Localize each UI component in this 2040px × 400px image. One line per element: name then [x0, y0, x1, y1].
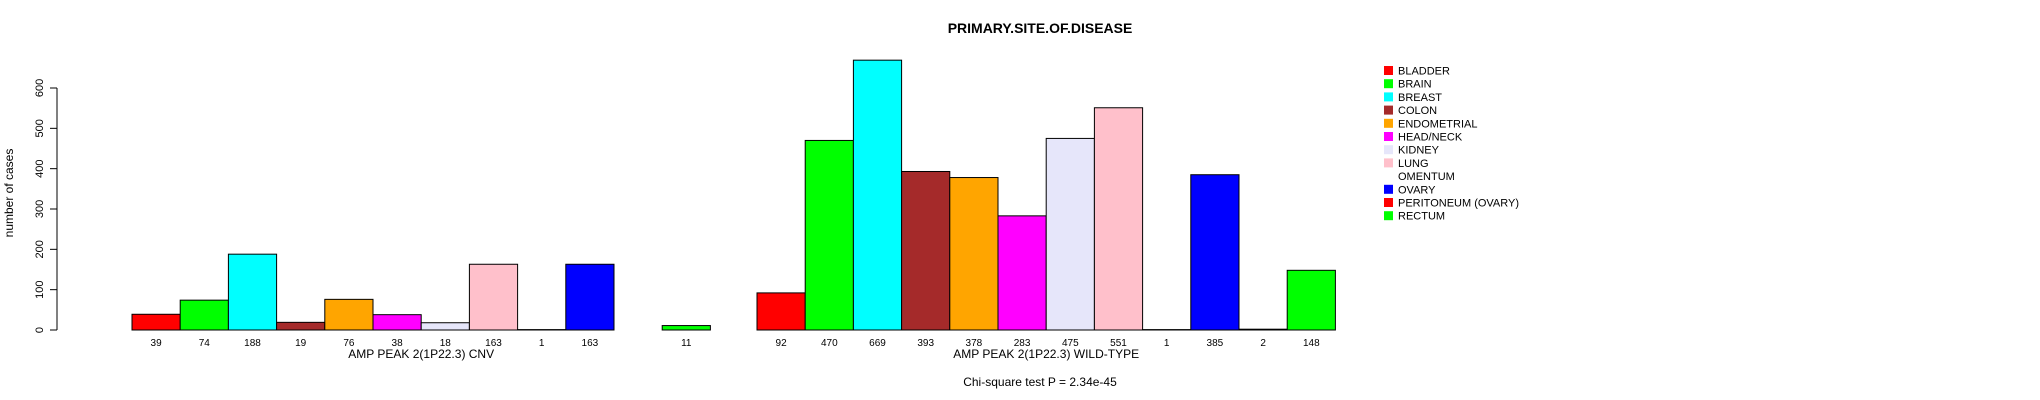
bar — [1190, 174, 1240, 331]
bar-value-label: 283 — [1014, 338, 1031, 349]
bar — [565, 263, 615, 331]
bar-value-label: 669 — [869, 338, 886, 349]
bar-value-label: 39 — [151, 338, 163, 349]
legend-item: HEAD/NECK — [1384, 132, 1463, 144]
bar-group: 92 470 669 393 378 283 475 551 1 385 2 148 AMP PEAK … — [756, 59, 1336, 361]
bar — [372, 314, 422, 331]
bar — [804, 139, 854, 331]
legend-label: BREAST — [1398, 92, 1442, 104]
bar-value-label: 1 — [539, 338, 545, 349]
legend-label: COLON — [1398, 105, 1437, 117]
bar-value-label: 19 — [295, 338, 307, 349]
legend-label: HEAD/NECK — [1398, 132, 1463, 144]
legend-label: OMENTUM — [1398, 171, 1455, 183]
chi-square-footnote: Chi-square test P = 2.34e-45 — [963, 375, 1117, 389]
legend-swatch — [1384, 79, 1393, 89]
legend-label: ENDOMETRIAL — [1398, 118, 1477, 130]
bar — [468, 263, 519, 331]
y-tick-label: 0 — [34, 327, 46, 333]
bar — [131, 313, 181, 331]
y-tick-label: 500 — [34, 119, 46, 137]
y-tick-label: 600 — [34, 79, 46, 97]
legend-label: OVARY — [1398, 184, 1436, 196]
legend-item: BREAST — [1384, 92, 1442, 104]
legend-swatch — [1384, 105, 1393, 115]
legend-swatch — [1384, 132, 1393, 141]
bar — [661, 325, 711, 331]
legend-item: ENDOMETRIAL — [1384, 118, 1477, 130]
bar — [179, 299, 229, 331]
bar — [276, 321, 326, 331]
legend-label: RECTUM — [1398, 211, 1445, 223]
legend-item: COLON — [1384, 105, 1437, 117]
legend-swatch — [1384, 92, 1393, 102]
bar-value-label: 378 — [966, 338, 983, 349]
legend-item: OMENTUM — [1384, 171, 1455, 183]
bar-value-label: 393 — [917, 338, 934, 349]
bar-value-label: 470 — [821, 338, 838, 349]
legend-label: LUNG — [1398, 158, 1429, 170]
bar — [756, 292, 806, 331]
bar — [901, 170, 951, 331]
legend-item: PERITONEUM (OVARY) — [1384, 198, 1519, 210]
bar-value-label: 18 — [440, 338, 452, 349]
legend-label: BLADDER — [1398, 66, 1450, 78]
bar — [1093, 107, 1144, 331]
y-axis: 0 100 200 300 400 500 600 — [34, 79, 58, 333]
bar — [1045, 137, 1095, 331]
legend-swatch — [1384, 158, 1393, 168]
bar-value-label: 148 — [1303, 338, 1320, 349]
bar-value-label: 385 — [1207, 338, 1224, 349]
legend-swatch — [1384, 66, 1393, 75]
bar — [1238, 328, 1288, 331]
legend-item: LUNG — [1384, 158, 1429, 170]
bar-value-label: 163 — [485, 338, 502, 349]
bar-value-label: 188 — [244, 338, 261, 349]
bar-value-label: 11 — [681, 338, 692, 349]
legend-item: BLADDER — [1384, 66, 1450, 78]
legend-label: BRAIN — [1398, 79, 1432, 91]
bar — [227, 253, 278, 331]
legend-swatch — [1384, 145, 1393, 155]
bar — [420, 322, 470, 331]
y-tick-label: 100 — [34, 280, 46, 298]
bar-value-label: 2 — [1260, 338, 1266, 349]
bar-value-label: 38 — [392, 338, 404, 349]
bar-value-label: 92 — [776, 338, 788, 349]
group-label: AMP PEAK 2(1P22.3) WILD-TYPE — [953, 347, 1139, 361]
group-label: AMP PEAK 2(1P22.3) CNV — [348, 347, 494, 361]
bar-value-label: 163 — [582, 338, 599, 349]
y-tick-label: 300 — [34, 200, 46, 218]
bar-value-label: 551 — [1110, 338, 1127, 349]
legend-item: BRAIN — [1384, 79, 1432, 91]
bar — [949, 177, 999, 331]
bar-value-label: 475 — [1062, 338, 1079, 349]
bars: 39 74 188 19 76 38 18 163 1 163 11 AMP PEAK 2(1P22.… — [131, 59, 1336, 361]
legend-item: KIDNEY — [1384, 145, 1440, 157]
legend-swatch — [1384, 184, 1393, 194]
bar — [852, 59, 903, 331]
bar-group: 39 74 188 19 76 38 18 163 1 163 11 AMP PEAK 2(1P22.… — [131, 253, 711, 361]
legend-swatch — [1384, 171, 1393, 181]
y-tick-label: 400 — [34, 159, 46, 177]
legend-item: OVARY — [1384, 184, 1436, 196]
bar-value-label: 74 — [199, 338, 211, 349]
legend-label: PERITONEUM (OVARY) — [1398, 198, 1519, 210]
chart-title: PRIMARY.SITE.OF.DISEASE — [948, 20, 1133, 36]
legend-swatch — [1384, 198, 1393, 207]
bar — [997, 215, 1047, 331]
legend-item: RECTUM — [1384, 211, 1445, 223]
bar-value-label: 1 — [1164, 338, 1170, 349]
bar — [324, 298, 374, 331]
y-axis-label: number of cases — [2, 149, 16, 238]
y-tick-label: 200 — [34, 240, 46, 258]
bar — [1286, 269, 1336, 331]
legend-swatch — [1384, 118, 1393, 128]
legend-label: KIDNEY — [1398, 145, 1440, 157]
legend-swatch — [1384, 211, 1393, 221]
bar-value-label: 76 — [343, 338, 355, 349]
